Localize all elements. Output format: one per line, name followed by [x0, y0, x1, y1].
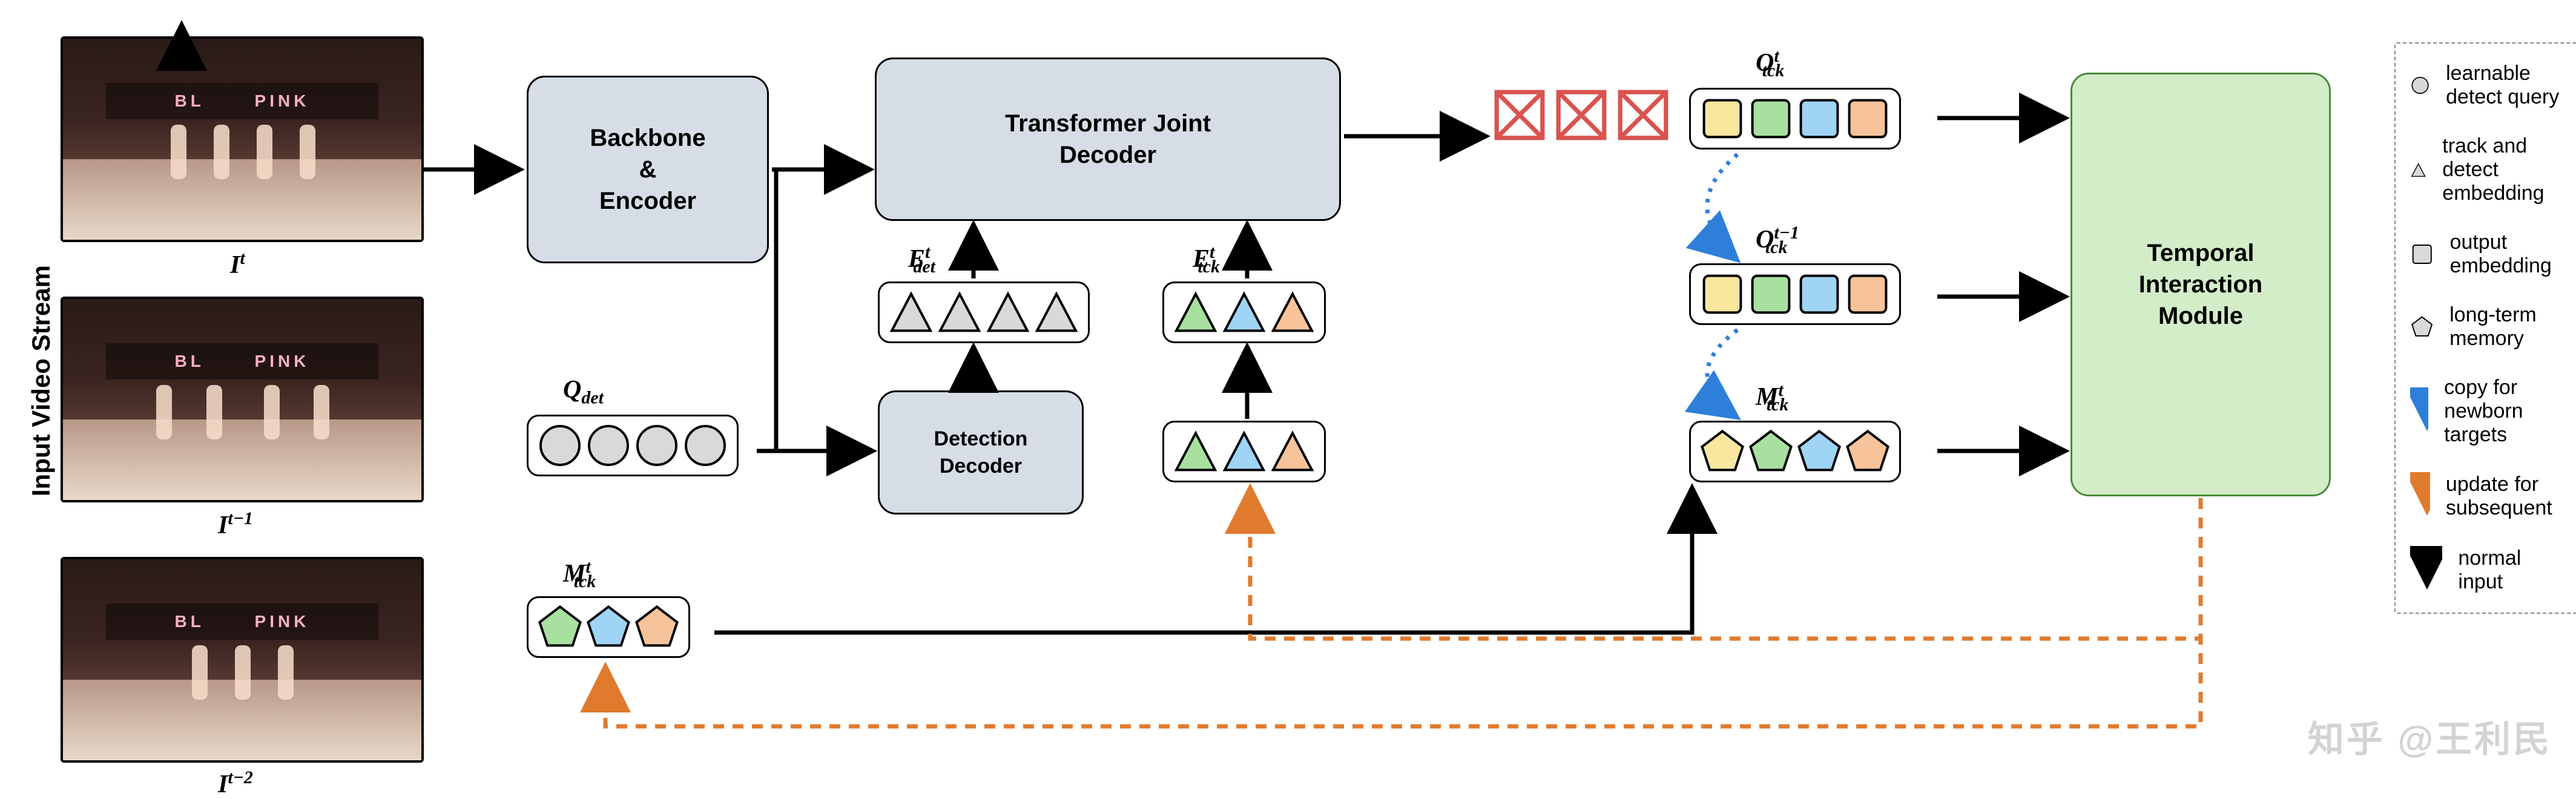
- frame-banner: BL PINK: [106, 343, 378, 380]
- mtck-right-tokens: [1689, 421, 1901, 482]
- rejected-tokens: [1492, 88, 1670, 142]
- edet-label: Etdet: [908, 242, 935, 277]
- legend-item: copy for newborn targets: [2410, 376, 2566, 447]
- frame-t-label: It: [230, 248, 245, 280]
- otck-t-label: Ottck: [1756, 46, 1784, 81]
- detection-decoder-module: DetectionDecoder: [878, 390, 1084, 515]
- etck-label: Ettck: [1193, 242, 1220, 277]
- frame-stage: [63, 159, 421, 240]
- mtck-left-label: Mttck: [563, 557, 596, 592]
- legend-item: output embedding: [2410, 231, 2566, 278]
- transformer-joint-decoder-module: Transformer JointDecoder: [875, 58, 1341, 221]
- backbone-encoder-module: Backbone&Encoder: [527, 76, 769, 263]
- legend-item: long-term memory: [2410, 303, 2566, 350]
- legend-item: track and detect embedding: [2410, 134, 2566, 205]
- edet-tokens: [878, 281, 1090, 343]
- frame-t1: BL PINK: [61, 297, 424, 502]
- temporal-interaction-module: TemporalInteractionModule: [2070, 73, 2331, 496]
- otck-t1-label: Ot−1tck: [1756, 223, 1788, 258]
- frame-t: BL PINK: [61, 36, 424, 242]
- frame-stage: [63, 419, 421, 500]
- frame-t2-label: It−2: [218, 768, 253, 799]
- legend-item: normal input: [2410, 546, 2566, 594]
- otck-t-tokens: [1689, 88, 1901, 150]
- otck-t1-tokens: [1689, 263, 1901, 325]
- vertical-stream-label: Input Video Stream: [27, 265, 56, 496]
- etck-below-tokens: [1162, 421, 1326, 482]
- legend-item: learnable detect query: [2410, 62, 2566, 109]
- etck-tokens: [1162, 281, 1326, 343]
- mtck-left-tokens: [527, 596, 690, 658]
- legend: learnable detect query track and detect e…: [2394, 42, 2576, 614]
- frame-t1-label: It−1: [218, 508, 253, 540]
- qdet-label: Qdet: [563, 375, 604, 408]
- frame-t2: BL PINK: [61, 557, 424, 763]
- frame-banner: BL PINK: [106, 603, 378, 640]
- qdet-tokens: [527, 415, 739, 476]
- legend-item: update for subsequent: [2410, 472, 2566, 521]
- watermark: 知乎 @王利民: [2308, 710, 2552, 763]
- mtck-right-label: Mttck: [1756, 380, 1788, 415]
- frame-banner: BL PINK: [106, 83, 378, 119]
